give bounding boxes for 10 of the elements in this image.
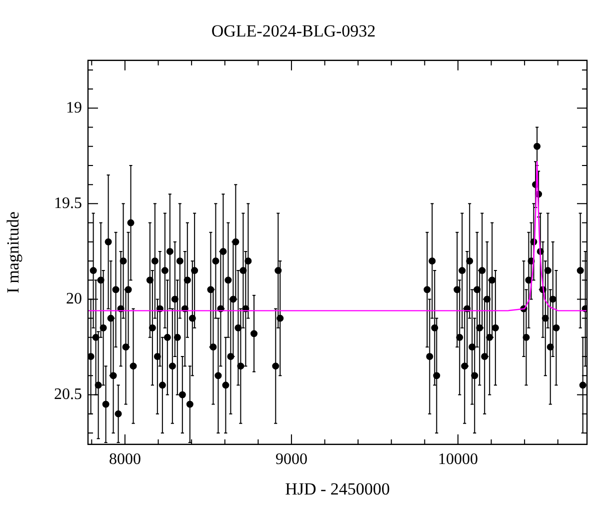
y-tick-label: 19.5 <box>54 194 82 212</box>
y-tick-label: 20.5 <box>54 386 82 403</box>
x-tick-label: 10000 <box>438 451 478 468</box>
x-tick-label: 9000 <box>275 451 308 468</box>
x-tick-label: 8000 <box>108 451 141 468</box>
chart-title: OGLE-2024-BLG-0932 <box>211 22 376 41</box>
y-tick-label: 20 <box>66 290 82 308</box>
y-axis-title: I magnitude <box>4 212 23 294</box>
y-tick-label: 19 <box>66 99 82 116</box>
x-axis-title: HJD - 2450000 <box>285 479 390 498</box>
